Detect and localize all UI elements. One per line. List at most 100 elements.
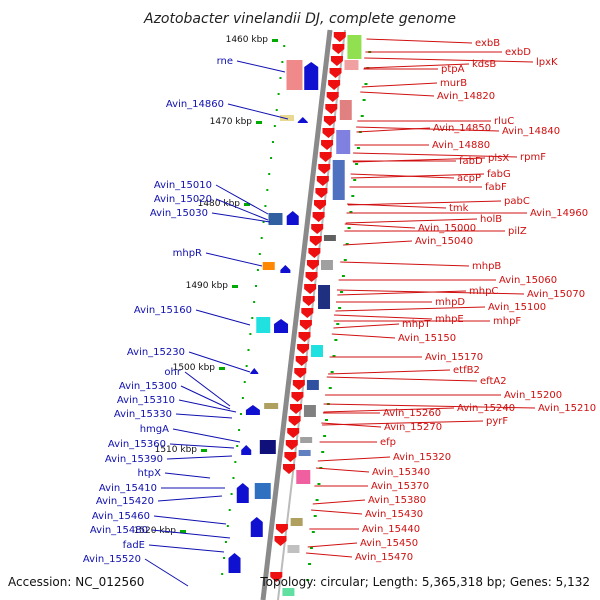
gene-arrow xyxy=(250,517,263,537)
kbp-tick xyxy=(232,285,238,288)
track-dot xyxy=(349,211,353,213)
right-gene-label: Avin_15240 xyxy=(457,403,515,414)
right-gene-label: tmk xyxy=(449,203,469,214)
gene-arrow xyxy=(332,44,345,54)
label-leader xyxy=(351,173,485,179)
right-gene-label: Avin_15150 xyxy=(398,333,456,344)
track-dot xyxy=(323,435,327,437)
left-gene-label: Avin_15330 xyxy=(114,409,172,420)
left-gene-label: Avin_15020 xyxy=(154,194,212,205)
gene-arrow xyxy=(308,248,321,258)
right-gene-label: fabG xyxy=(487,169,511,180)
gene-arrow xyxy=(298,332,311,342)
label-leader xyxy=(326,376,478,382)
track-dot xyxy=(266,189,269,191)
gene-block xyxy=(332,160,345,200)
gene-arrow xyxy=(297,344,310,354)
label-leader xyxy=(215,184,269,215)
right-gene-label: pilZ xyxy=(508,226,527,237)
right-gene-label: acpP xyxy=(457,173,481,184)
gene-block xyxy=(256,317,271,333)
gene-block xyxy=(286,60,303,90)
gene-block xyxy=(318,285,331,309)
gene-arrow xyxy=(287,428,300,438)
label-leader xyxy=(148,544,225,553)
track-dot xyxy=(340,291,344,293)
label-leader xyxy=(151,529,231,539)
track-dot xyxy=(279,77,282,79)
kbp-tick xyxy=(219,367,225,370)
track-dot xyxy=(355,163,359,165)
map-title: Azotobacter vinelandii DJ, complete geno… xyxy=(143,11,456,27)
label-leader xyxy=(347,200,502,206)
label-leader xyxy=(321,422,382,428)
gene-arrow xyxy=(288,416,301,426)
gene-block xyxy=(259,440,276,454)
gene-block xyxy=(323,235,336,241)
gene-arrow xyxy=(299,320,312,330)
kbp-tick xyxy=(180,530,186,533)
gene-arrow xyxy=(295,356,308,366)
right-gene-label: Avin_14880 xyxy=(432,140,490,151)
left-gene-label: Avin_15480 xyxy=(90,525,148,536)
right-gene-label: mhpD xyxy=(435,297,465,308)
track-dot xyxy=(317,483,321,485)
right-gene-label: Avin_15060 xyxy=(499,275,557,286)
track-dot xyxy=(338,307,342,309)
gene-arrow xyxy=(294,368,307,378)
track-dot xyxy=(273,125,276,127)
track-dot xyxy=(311,531,315,533)
right-gene-label: Avin_15340 xyxy=(372,467,430,478)
label-leader xyxy=(356,126,500,132)
track-dot xyxy=(281,61,284,63)
left-gene-label: Avin_14860 xyxy=(166,99,224,110)
track-dot xyxy=(343,259,347,261)
gene-arrow xyxy=(297,117,308,123)
left-gene-label: rne xyxy=(217,56,233,67)
gene-arrow xyxy=(286,211,299,225)
gene-arrow xyxy=(304,284,317,294)
kbp-label: 1460 kbp xyxy=(226,35,269,45)
left-gene-label: hmgA xyxy=(140,424,169,435)
label-leader xyxy=(195,309,251,326)
track-dot xyxy=(251,317,254,319)
gene-arrow xyxy=(241,445,252,455)
right-gene-label: rluC xyxy=(494,116,514,127)
track-dot xyxy=(275,109,278,111)
right-gene-label: Avin_15070 xyxy=(527,289,585,300)
track-dot xyxy=(353,179,357,181)
track-dot xyxy=(239,413,242,415)
right-gene-label: Avin_14850 xyxy=(433,123,491,134)
right-gene-label: fabF xyxy=(485,182,507,193)
track-dot xyxy=(324,419,328,421)
gene-block xyxy=(262,262,275,270)
gene-arrow xyxy=(312,212,325,222)
gene-arrow xyxy=(236,483,249,503)
gene-block xyxy=(296,470,311,484)
right-gene-label: Avin_15380 xyxy=(368,495,426,506)
label-leader xyxy=(307,542,358,548)
gene-arrow xyxy=(291,392,304,402)
track-dot xyxy=(223,557,226,559)
gene-block xyxy=(300,437,313,443)
gene-arrow xyxy=(285,440,298,450)
label-leader xyxy=(340,261,470,267)
track-dot xyxy=(256,269,259,271)
genome-backbone-inner xyxy=(277,29,346,600)
label-leader xyxy=(364,57,534,63)
gene-arrow xyxy=(228,553,241,573)
label-leader xyxy=(323,407,455,413)
kbp-label: 1480 kbp xyxy=(198,199,241,209)
label-leader xyxy=(215,198,269,221)
right-gene-label: Avin_15450 xyxy=(360,538,418,549)
gene-arrow xyxy=(328,80,341,90)
gene-arrow xyxy=(270,572,283,582)
label-leader xyxy=(331,333,396,339)
right-gene-label: efp xyxy=(380,437,396,448)
track-dot xyxy=(328,387,332,389)
kbp-label: 1490 kbp xyxy=(186,281,229,291)
right-gene-label: murB xyxy=(440,78,467,89)
right-gene-label: Avin_15440 xyxy=(362,524,420,535)
gene-arrow xyxy=(311,224,324,234)
